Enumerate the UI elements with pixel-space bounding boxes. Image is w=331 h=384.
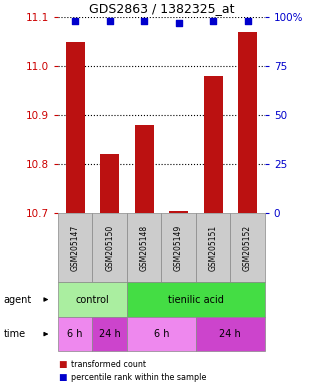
Text: control: control: [75, 295, 109, 305]
Text: ■: ■: [58, 359, 67, 369]
Bar: [238, 32, 257, 213]
Point: [141, 18, 147, 24]
Point: [72, 18, 78, 24]
Text: GSM205150: GSM205150: [105, 225, 114, 271]
Point: [245, 18, 250, 24]
Text: agent: agent: [3, 295, 31, 305]
Bar: [204, 76, 222, 213]
Point: [176, 20, 181, 26]
Text: 24 h: 24 h: [99, 329, 120, 339]
Text: transformed count: transformed count: [71, 359, 146, 369]
Title: GDS2863 / 1382325_at: GDS2863 / 1382325_at: [89, 2, 234, 15]
Bar: [135, 125, 154, 213]
Bar: [100, 154, 119, 213]
Text: 6 h: 6 h: [68, 329, 83, 339]
Point: [211, 18, 216, 24]
Bar: [169, 211, 188, 213]
Text: GSM205149: GSM205149: [174, 225, 183, 271]
Text: tienilic acid: tienilic acid: [168, 295, 224, 305]
Text: percentile rank within the sample: percentile rank within the sample: [71, 372, 207, 382]
Text: time: time: [3, 329, 25, 339]
Text: ■: ■: [58, 372, 67, 382]
Text: GSM205151: GSM205151: [209, 225, 217, 271]
Point: [107, 18, 112, 24]
Text: GSM205152: GSM205152: [243, 225, 252, 271]
Text: GSM205147: GSM205147: [71, 225, 80, 271]
Text: 6 h: 6 h: [154, 329, 169, 339]
Text: GSM205148: GSM205148: [140, 225, 149, 271]
Text: 24 h: 24 h: [219, 329, 241, 339]
Bar: [66, 42, 85, 213]
